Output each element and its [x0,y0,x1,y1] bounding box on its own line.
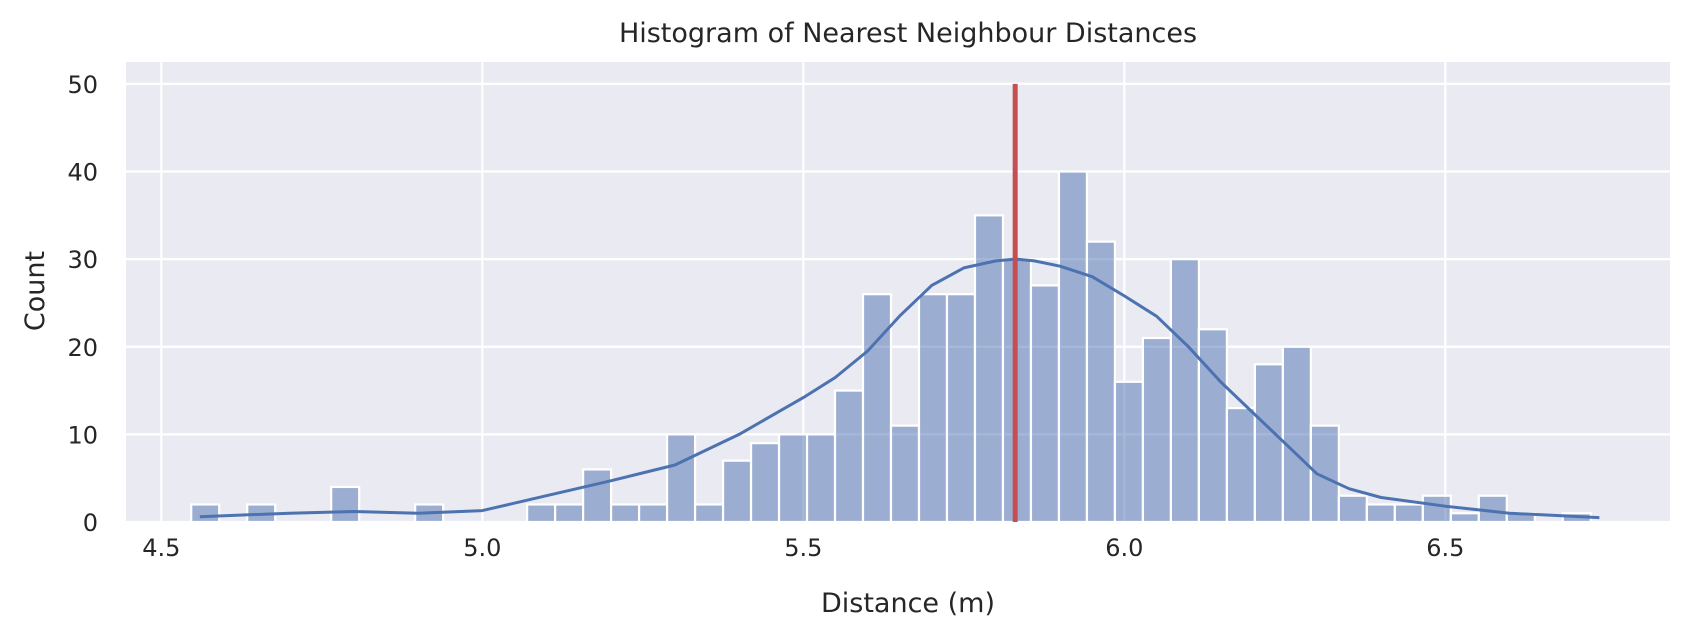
y-tick-label: 40 [67,159,98,187]
histogram-bar [1253,363,1284,524]
y-tick-label: 0 [83,509,98,537]
histogram-bar [1365,503,1396,524]
histogram-bar [889,424,921,524]
histogram-bar [1085,240,1117,524]
histogram-bar [1281,345,1312,524]
histogram-bar [1393,503,1424,524]
histogram-bar [582,468,613,524]
histogram-bar [1057,170,1089,524]
histogram-bar [917,293,949,524]
histogram-bar [554,503,585,524]
histogram-bar [777,433,809,524]
x-tick-label: 5.5 [784,534,822,562]
histogram-bar [721,459,753,524]
chart-title: Histogram of Nearest Neighbour Distances [619,18,1197,49]
histogram-bar [1225,406,1256,524]
histogram-bars [190,170,1592,524]
grid-lines [126,62,1670,524]
x-tick-label: 4.5 [142,534,180,562]
histogram-bar [833,389,865,524]
y-tick-label: 10 [67,421,98,449]
x-axis-label: Distance (m) [821,588,995,619]
histogram-bar [609,503,641,524]
histogram-bar [693,503,725,524]
x-tick-label: 6.5 [1426,534,1464,562]
kde-curve [199,257,1600,520]
histogram-bar [945,293,977,524]
histogram-bar [665,433,697,524]
histogram-bar [749,442,781,524]
y-tick-label: 20 [67,334,98,362]
histogram-bar [1337,494,1368,524]
histogram-bar [1449,512,1480,524]
histogram-bar [1169,258,1201,524]
histogram-bar [805,433,837,524]
histogram-bar [1141,336,1173,524]
histogram-bar [330,485,361,524]
x-axis-ticks: 4.5 5.0 5.5 6.0 6.5 [142,534,1464,562]
histogram-bar [1421,494,1452,524]
histogram-bar [526,503,557,524]
y-tick-label: 30 [67,246,98,274]
histogram-bar [1197,328,1228,524]
histogram-bar [1113,380,1145,524]
x-tick-label: 5.0 [463,534,501,562]
y-tick-label: 50 [67,71,98,99]
y-axis-ticks: 0 10 20 30 40 50 [67,71,98,537]
histogram-bar [1029,284,1061,524]
histogram-bar [190,503,221,524]
y-axis-label: Count [20,251,51,331]
histogram-bar [637,503,669,524]
x-tick-label: 6.0 [1105,534,1143,562]
